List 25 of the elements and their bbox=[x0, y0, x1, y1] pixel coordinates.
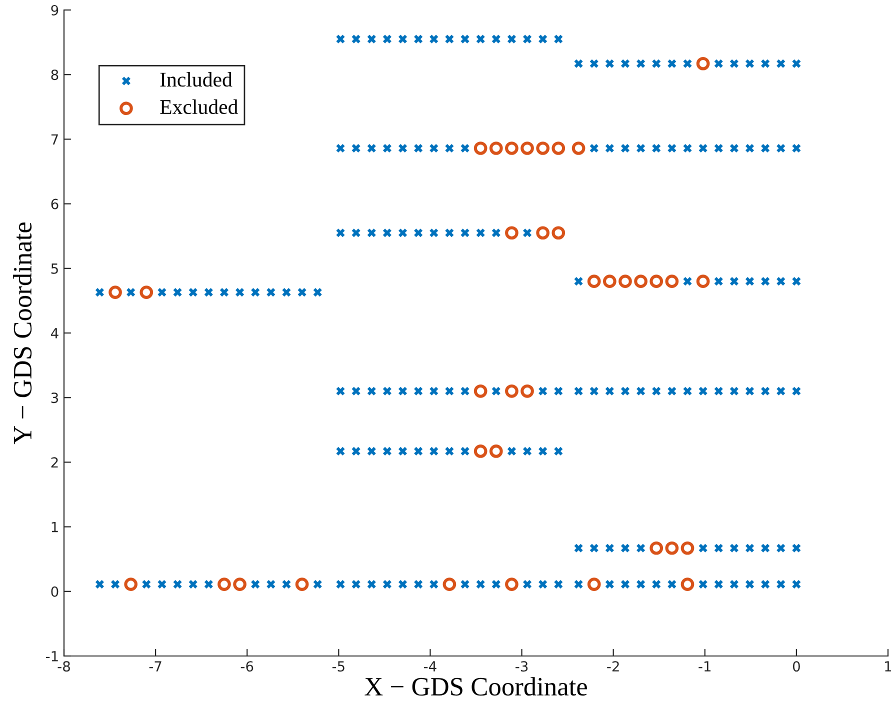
y-tick-label: 3 bbox=[51, 392, 58, 404]
y-tick-label: 6 bbox=[51, 198, 58, 210]
y-tick-label: 2 bbox=[51, 457, 58, 468]
x-tick-label: -3 bbox=[516, 661, 528, 672]
y-axis-title: Y − GDS Coordinate bbox=[13, 222, 32, 444]
y-tick-label: 5 bbox=[51, 264, 58, 274]
x-axis-title: X − GDS Coordinate bbox=[364, 677, 587, 696]
x-tick-label: -7 bbox=[149, 661, 162, 672]
x-tick-label: -8 bbox=[58, 661, 70, 672]
x-tick-label: -6 bbox=[240, 661, 254, 672]
x-tick-label: -1 bbox=[698, 661, 711, 672]
y-tick-label: -1 bbox=[46, 651, 58, 662]
x-tick-label: -4 bbox=[424, 661, 436, 672]
legend-label: Excluded bbox=[160, 99, 238, 114]
y-tick-label: 8 bbox=[51, 70, 58, 80]
y-tick-label: 7 bbox=[51, 134, 58, 144]
y-tick-label: 9 bbox=[51, 4, 58, 16]
y-tick-label: 0 bbox=[51, 586, 58, 597]
y-tick-label: 1 bbox=[52, 522, 58, 532]
x-tick-label: -2 bbox=[607, 661, 619, 672]
legend-label: Included bbox=[160, 72, 232, 87]
y-tick-label: 4 bbox=[50, 328, 58, 338]
x-tick-label: -5 bbox=[332, 661, 344, 672]
x-tick-label: 1 bbox=[885, 661, 891, 672]
x-tick-label: 0 bbox=[792, 661, 800, 672]
